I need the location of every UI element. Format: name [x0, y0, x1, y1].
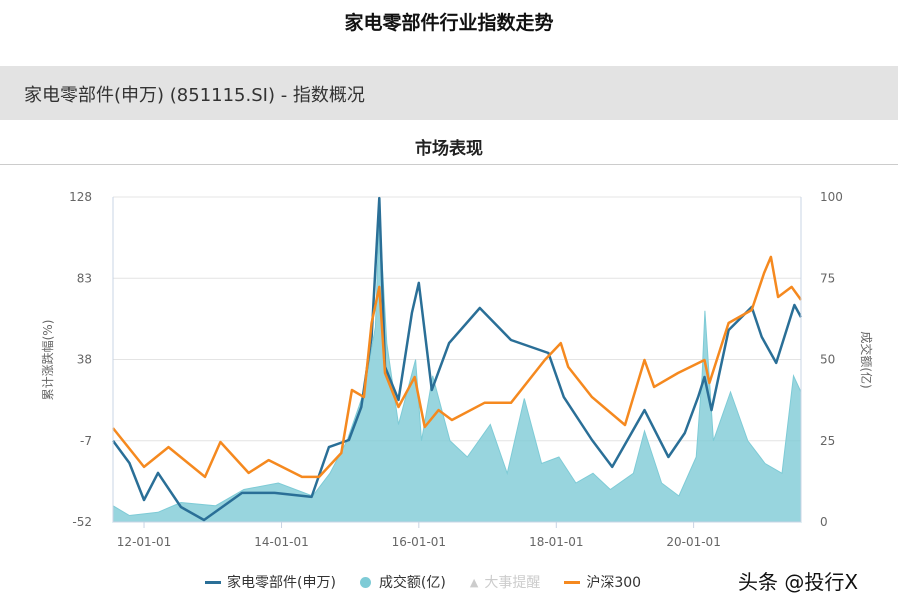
triangle-icon: ▲ [469, 575, 479, 589]
right-tick-label: 25 [820, 434, 835, 448]
legend-item-events[interactable]: ▲ 大事提醒 [470, 572, 540, 592]
right-tick-label: 100 [820, 190, 843, 204]
line-swatch-icon [205, 580, 221, 584]
watermark: 头条 @投行X [738, 570, 859, 594]
legend-item-volume[interactable]: 成交额(亿) [359, 572, 446, 592]
index-header-label: 家电零部件(申万) (851115.SI) - 指数概况 [24, 85, 365, 106]
left-tick-label: 128 [69, 190, 92, 204]
right-tick-label: 50 [820, 353, 835, 367]
left-axis-label: 累计涨跌幅(%) [40, 320, 55, 401]
left-tick-label: 38 [77, 353, 92, 367]
legend-label: 沪深300 [586, 575, 642, 591]
left-tick-label: -52 [72, 515, 92, 529]
legend-item-hs300[interactable]: 沪深300 [564, 572, 641, 592]
index-line [111, 196, 803, 522]
legend-label: 家电零部件(申万) [227, 575, 336, 591]
x-tick-label: 16-01-01 [392, 535, 446, 549]
volume-area [112, 213, 802, 523]
x-tick-label: 18-01-01 [529, 535, 583, 549]
x-tick-label: 12-01-01 [117, 535, 171, 549]
right-tick-label: 75 [820, 271, 835, 285]
line-swatch-icon [564, 580, 581, 584]
right-axis-label: 成交额(亿) [859, 331, 874, 388]
right-tick-label: 0 [820, 515, 828, 529]
dot-swatch-icon [359, 576, 371, 588]
divider [0, 164, 898, 165]
left-tick-label: -7 [80, 434, 92, 448]
page-title: 家电零部件行业指数走势 [344, 12, 554, 34]
x-tick-label: 20-01-01 [666, 535, 720, 549]
legend-label: 大事提醒 [484, 575, 541, 591]
chart-legend: 家电零部件(申万) 成交额(亿) ▲ 大事提醒 沪深300 [205, 572, 665, 592]
legend-item-index[interactable]: 家电零部件(申万) [205, 572, 336, 592]
hs300-line [112, 255, 803, 479]
index-header-bar: 家电零部件(申万) (851115.SI) - 指数概况 [0, 66, 898, 120]
section-title: 市场表现 [415, 139, 483, 159]
legend-label: 成交额(亿) [378, 575, 446, 591]
left-tick-label: 83 [77, 271, 92, 285]
x-tick-label: 14-01-01 [254, 535, 308, 549]
